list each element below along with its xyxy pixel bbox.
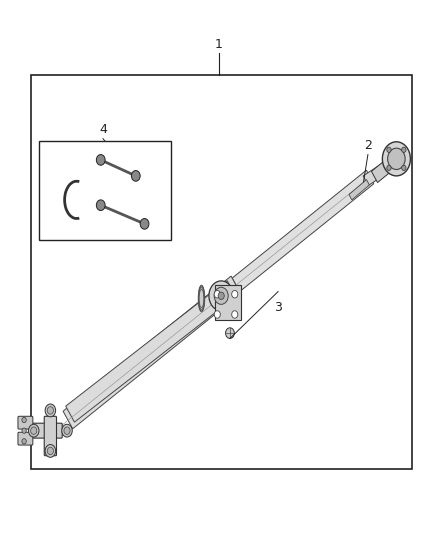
Circle shape [387, 147, 391, 152]
Polygon shape [349, 180, 369, 200]
Circle shape [96, 155, 105, 165]
Circle shape [214, 287, 228, 304]
Bar [39, 141, 171, 240]
Bar [31, 75, 412, 469]
Circle shape [47, 447, 53, 455]
Circle shape [387, 165, 391, 171]
Circle shape [22, 439, 26, 444]
FancyBboxPatch shape [18, 432, 33, 445]
Circle shape [96, 200, 105, 211]
Circle shape [232, 311, 238, 318]
Ellipse shape [198, 286, 205, 311]
FancyBboxPatch shape [18, 416, 33, 429]
FancyBboxPatch shape [30, 423, 62, 438]
Circle shape [64, 427, 70, 434]
Circle shape [62, 424, 72, 437]
Circle shape [388, 148, 405, 169]
Bar [215, 285, 241, 320]
Circle shape [28, 424, 39, 437]
Text: 3: 3 [274, 301, 282, 314]
Text: 1: 1 [215, 38, 223, 51]
Circle shape [214, 290, 220, 298]
FancyBboxPatch shape [44, 416, 57, 456]
Polygon shape [371, 157, 395, 183]
Circle shape [47, 407, 53, 414]
Circle shape [214, 311, 220, 318]
Circle shape [22, 428, 26, 433]
Text: 4: 4 [99, 123, 107, 136]
Text: 2: 2 [364, 139, 372, 152]
Circle shape [382, 142, 410, 176]
Polygon shape [63, 276, 240, 429]
Circle shape [31, 427, 37, 434]
Circle shape [232, 290, 238, 298]
Circle shape [226, 328, 234, 338]
Circle shape [45, 404, 56, 417]
Circle shape [22, 417, 26, 423]
Polygon shape [363, 161, 390, 185]
Circle shape [45, 445, 56, 457]
Polygon shape [232, 170, 374, 292]
Circle shape [209, 281, 233, 311]
Circle shape [218, 292, 224, 300]
Polygon shape [66, 280, 236, 422]
Circle shape [140, 219, 149, 229]
Circle shape [131, 171, 140, 181]
Circle shape [402, 147, 406, 152]
Circle shape [402, 165, 406, 171]
